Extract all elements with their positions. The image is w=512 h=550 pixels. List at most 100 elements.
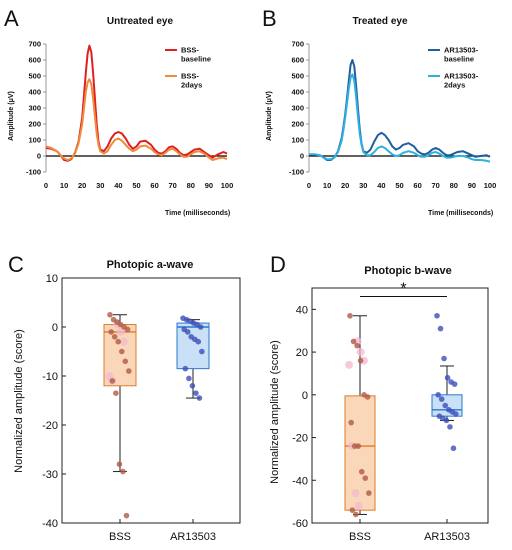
x-tick-label: 70: [169, 181, 177, 190]
panel-b-xlabel: Time (milliseconds): [428, 210, 493, 217]
data-point: [444, 374, 451, 381]
y-tick-label: 0: [37, 152, 41, 161]
x-tick-label: 50: [395, 181, 403, 190]
data-point: [184, 329, 191, 335]
panel-d: D Photopic b-wave Normalized amplitude (…: [269, 252, 489, 543]
legend-label-2-line2: 2days: [181, 81, 202, 90]
x-tick-label: 20: [78, 181, 86, 190]
x-tick-label: 80: [450, 181, 458, 190]
pink-point: [345, 360, 354, 369]
panel-c-title: Photopic a-wave: [107, 259, 194, 271]
legend-label-1-line2: baseline: [181, 55, 211, 64]
data-point: [109, 378, 116, 384]
data-point: [107, 311, 113, 318]
data-point: [108, 329, 114, 335]
panel-a-title: Untreated eye: [107, 16, 174, 27]
data-point: [115, 338, 122, 345]
pink-point: [356, 348, 365, 357]
y-tick-label: 400: [28, 88, 41, 97]
panel-a: A Untreated eye Amplitude (μV) Time (mil…: [4, 6, 233, 217]
x-tick-label: 60: [150, 181, 158, 190]
y-tick-label: 300: [28, 104, 41, 113]
panel-c-letter: C: [8, 252, 24, 277]
data-point: [197, 324, 204, 330]
pink-point: [116, 327, 125, 336]
data-point: [443, 417, 450, 424]
data-point: [437, 325, 444, 332]
y-tick-label: 400: [291, 88, 304, 97]
panel-c: C Photopic a-wave Normalized amplitude (…: [8, 252, 241, 543]
data-point: [118, 348, 125, 355]
x-tick-label: 30: [96, 181, 104, 190]
x-tick-label: 50: [132, 181, 140, 190]
data-point: [442, 402, 449, 409]
panel-d-title: Photopic b-wave: [364, 265, 451, 277]
y-tick-label: 200: [291, 120, 304, 129]
plot-frame: [311, 287, 489, 524]
panel-b-letter: B: [262, 6, 277, 31]
panel-c-axes: -40 -30 -20 -10 0 10 BSS AR13503: [42, 273, 241, 543]
x-tick-label: 40: [114, 181, 122, 190]
data-point: [120, 468, 126, 475]
y-tick-label: -30: [42, 469, 58, 481]
data-point: [347, 312, 353, 319]
y-tick-label: 700: [28, 40, 41, 49]
data-point: [193, 390, 199, 396]
data-point: [357, 357, 364, 364]
pink-point: [119, 337, 128, 346]
y-tick-label: -100: [26, 168, 41, 177]
panel-d-ylabel: Normalized amplitude (score): [269, 340, 281, 484]
legend-label-2-line2: 2days: [444, 81, 465, 90]
panel-a-xlabel: Time (milliseconds): [165, 210, 230, 217]
data-point: [116, 461, 123, 468]
panel-b: B Treated eye Amplitude (μV) Time (milli…: [262, 6, 496, 217]
data-point: [362, 475, 369, 481]
y-tick-label: 0: [302, 390, 308, 402]
x-tick-label: 100: [484, 181, 497, 190]
panel-d-boxes: [344, 312, 463, 518]
panel-d-letter: D: [270, 252, 286, 277]
data-point: [195, 338, 202, 345]
significance-star: *: [400, 281, 406, 298]
data-point: [124, 326, 131, 333]
y-tick-label: -60: [292, 518, 308, 530]
y-tick-label: -20: [292, 433, 308, 445]
panel-c-boxes: [103, 311, 210, 519]
legend-label-1-line2: baseline: [444, 55, 474, 64]
y-tick-label: 600: [291, 56, 304, 65]
x-tick-label: 20: [341, 181, 349, 190]
x-tick-label: 60: [413, 181, 421, 190]
data-point: [196, 395, 203, 401]
data-point: [186, 375, 192, 382]
pink-point: [354, 501, 363, 510]
panel-b-title: Treated eye: [352, 16, 407, 27]
y-tick-label: 600: [28, 56, 41, 65]
data-point: [350, 338, 357, 345]
data-point: [122, 358, 129, 365]
data-point: [366, 490, 372, 496]
data-point: [353, 511, 359, 518]
x-tick-label: 70: [432, 181, 440, 190]
panel-b-ylabel: Amplitude (μV): [266, 91, 273, 141]
data-point: [438, 396, 445, 402]
data-point: [111, 334, 118, 340]
data-point: [434, 312, 440, 319]
x-tick-label: 10: [60, 181, 68, 190]
data-point: [358, 468, 365, 475]
y-tick-label: 200: [28, 120, 41, 129]
x-tick-label: BSS: [109, 531, 131, 543]
y-tick-label: 10: [46, 273, 58, 285]
data-point: [453, 411, 459, 417]
x-tick-label: 0: [307, 181, 311, 190]
y-tick-label: -40: [292, 475, 308, 487]
pink-point: [351, 489, 360, 498]
plot-frame: [61, 277, 241, 524]
x-tick-label: 100: [221, 181, 234, 190]
data-point: [349, 507, 356, 513]
data-point: [451, 381, 458, 387]
y-tick-label: 0: [52, 322, 58, 334]
legend-label-1-line1: BSS-: [181, 46, 199, 55]
